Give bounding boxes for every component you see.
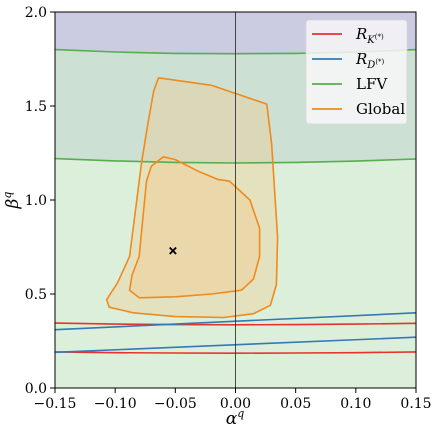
x-axis-label: αq [226,407,245,429]
x-tick-label: 0.00 [220,396,251,412]
global-contour-outer [105,77,279,319]
x-tick-label: 0.10 [340,396,371,412]
best-fit-marker [169,246,177,255]
legend-label: Global [356,100,405,118]
y-axis-label: βq [1,192,23,210]
x-tick-label: 0.15 [400,396,431,412]
y-tick-label: 0.0 [25,381,47,397]
x-tick-label: −0.10 [94,396,137,412]
y-tick-label: 2.0 [25,5,47,21]
best-fit-layer [169,246,177,255]
legend-box [305,19,408,125]
global-contour-fill-outer [106,77,278,318]
x-tick-label: 0.05 [280,396,311,412]
legend-label: RD(*) [355,50,385,71]
legend-label: RK(*) [355,25,384,46]
legend-label: LFV [356,75,388,93]
legend: RK(*) RD(*) LFV Global [305,19,408,125]
x-axis-ticks: −0.15 −0.10 −0.05 0.00 0.05 0.10 0.15 [34,388,432,412]
y-tick-label: 0.5 [25,287,47,303]
y-tick-label: 1.0 [25,193,47,209]
x-tick-label: −0.15 [34,396,77,412]
x-tick-label: −0.05 [154,396,197,412]
global-contour-fill-inner [129,156,260,298]
global-contour-inner [128,156,261,299]
y-axis-ticks: 0.0 0.5 1.0 1.5 2.0 [25,5,55,397]
y-tick-label: 1.5 [25,99,47,115]
